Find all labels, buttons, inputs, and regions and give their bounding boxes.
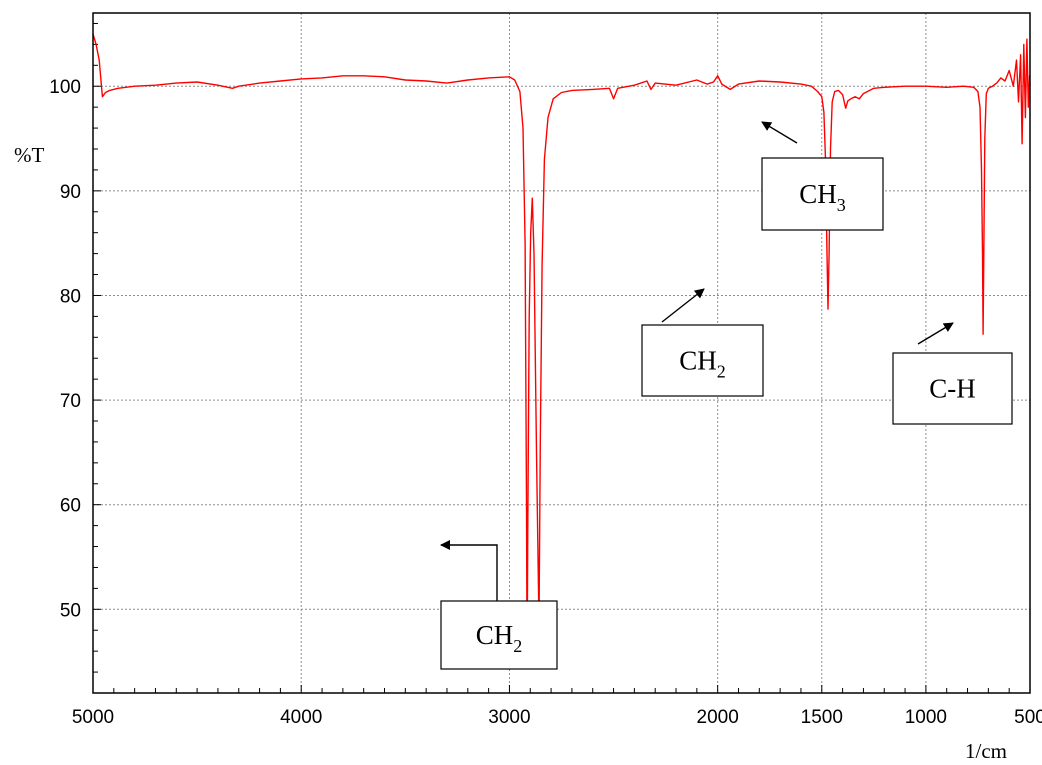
annotation-arrow: [917, 322, 954, 345]
x-axis-label: 1/cm: [965, 739, 1007, 763]
series-layer: [92, 33, 1031, 668]
annotation-box: [641, 324, 764, 397]
plot-frame: [92, 12, 1031, 694]
annotation-ch2: CH2: [440, 540, 558, 670]
annotation-label: CH2: [476, 620, 523, 656]
x-tick-label: 5000: [72, 707, 114, 728]
minor-ticks: [92, 22, 1031, 694]
annotation-box: [440, 600, 558, 670]
x-tick-label: 4000: [280, 707, 322, 728]
annotation-box: [892, 352, 1013, 425]
y-tick-label: 100: [49, 77, 81, 98]
x-tick-label: 3000: [488, 707, 530, 728]
gridlines: [93, 13, 1030, 693]
x-tick-label: 500: [1014, 707, 1042, 728]
x-tick-label: 1500: [801, 707, 843, 728]
annotation-label: CH2: [679, 346, 726, 382]
y-tick-label: 90: [60, 182, 81, 203]
x-tick-label: 1000: [905, 707, 947, 728]
annotation-label: C-H: [929, 374, 976, 404]
annotation-ch3: CH3: [761, 121, 884, 231]
annotation-box: [761, 157, 884, 231]
y-tick-label: 60: [60, 496, 81, 517]
y-tick-label: 80: [60, 286, 81, 307]
tick-labels: 5000 4000 3000 2000 1500 1000 500 50 60 70 80 90 100: [49, 77, 1042, 728]
spectrum-line: [92, 33, 1031, 668]
y-axis-label: %T: [14, 143, 44, 167]
annotations: CH2 CH2 CH3 C-H: [440, 121, 1013, 670]
annotation-c-h: C-H: [892, 322, 1013, 425]
y-tick-label: 70: [60, 391, 81, 412]
annotation-label: CH3: [799, 179, 846, 215]
x-tick-label: 2000: [697, 707, 739, 728]
annotation-ch2: CH2: [641, 288, 764, 397]
annotation-arrow: [440, 540, 498, 601]
annotation-arrow: [761, 121, 798, 144]
annotation-arrow: [661, 288, 705, 323]
y-tick-label: 50: [60, 600, 81, 621]
